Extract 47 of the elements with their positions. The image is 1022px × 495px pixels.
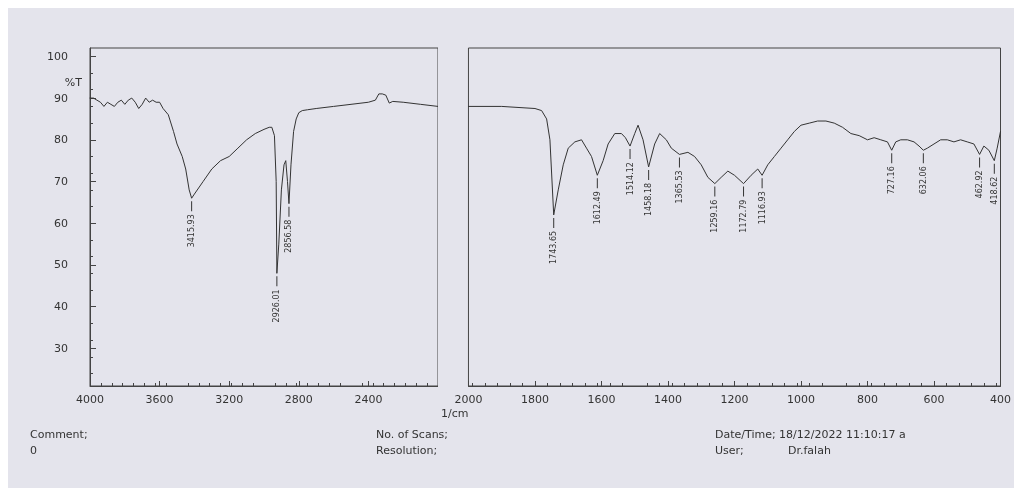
x-tick-label: 1000 bbox=[786, 393, 815, 406]
text: Dr.falah bbox=[788, 444, 831, 457]
y-tick-label: 80 bbox=[54, 133, 68, 147]
y-tick-label: 50 bbox=[54, 258, 68, 272]
x-axis-title: 1/cm bbox=[441, 407, 469, 420]
x-tick-label: 800 bbox=[856, 393, 878, 406]
y-tick-label: 100 bbox=[47, 49, 68, 63]
annotation: 2926.01 bbox=[272, 289, 282, 323]
text: No. of Scans; bbox=[376, 428, 449, 441]
annotation: 632.06 bbox=[918, 166, 928, 195]
annotation: 462.92 bbox=[975, 170, 985, 199]
text: 0 bbox=[30, 444, 37, 457]
annotation: 1259.16 bbox=[710, 199, 720, 233]
annotation: 1172.79 bbox=[739, 199, 749, 233]
annotation: 2856.58 bbox=[284, 219, 294, 253]
y-tick-label: 40 bbox=[54, 300, 68, 314]
x-tick-label: 600 bbox=[923, 393, 945, 406]
annotation: 1612.49 bbox=[592, 191, 602, 225]
x-tick-label: 4000 bbox=[76, 393, 104, 406]
x-tick-label: 2400 bbox=[354, 393, 383, 406]
x-tick-label: 1800 bbox=[520, 393, 549, 406]
annotation: 727.16 bbox=[887, 166, 897, 195]
y-tick-label: 90 bbox=[54, 91, 68, 105]
annotation: 3415.93 bbox=[187, 214, 197, 248]
x-tick-label: 1400 bbox=[653, 393, 682, 406]
annotation: 1365.53 bbox=[674, 170, 684, 204]
y-tick-label: 70 bbox=[54, 175, 68, 189]
x-tick-label: 2000 bbox=[454, 393, 483, 406]
y-tick-label: 30 bbox=[54, 341, 68, 355]
text: Date/Time; 18/12/2022 11:10:17 a bbox=[715, 428, 906, 441]
y-tick-label: 60 bbox=[54, 216, 68, 230]
x-tick-label: 3600 bbox=[145, 393, 174, 406]
x-tick-label: 1600 bbox=[587, 393, 616, 406]
x-tick-label: 400 bbox=[990, 393, 1011, 406]
line-series bbox=[89, 93, 438, 274]
x-tick-label: 2800 bbox=[284, 393, 313, 406]
x-tick-label: 1200 bbox=[720, 393, 749, 406]
x-tick-label: 3200 bbox=[215, 393, 244, 406]
text: User; bbox=[715, 444, 744, 457]
annotation: 418.62 bbox=[989, 176, 999, 205]
annotation: 1743.65 bbox=[549, 230, 559, 265]
text: Comment; bbox=[30, 428, 88, 441]
annotation: 1514.12 bbox=[625, 162, 635, 196]
annotation: 1458.18 bbox=[644, 182, 654, 217]
annotation: 1116.93 bbox=[757, 191, 767, 225]
text: Resolution; bbox=[376, 444, 438, 457]
y-axis-title: %T bbox=[64, 76, 83, 89]
